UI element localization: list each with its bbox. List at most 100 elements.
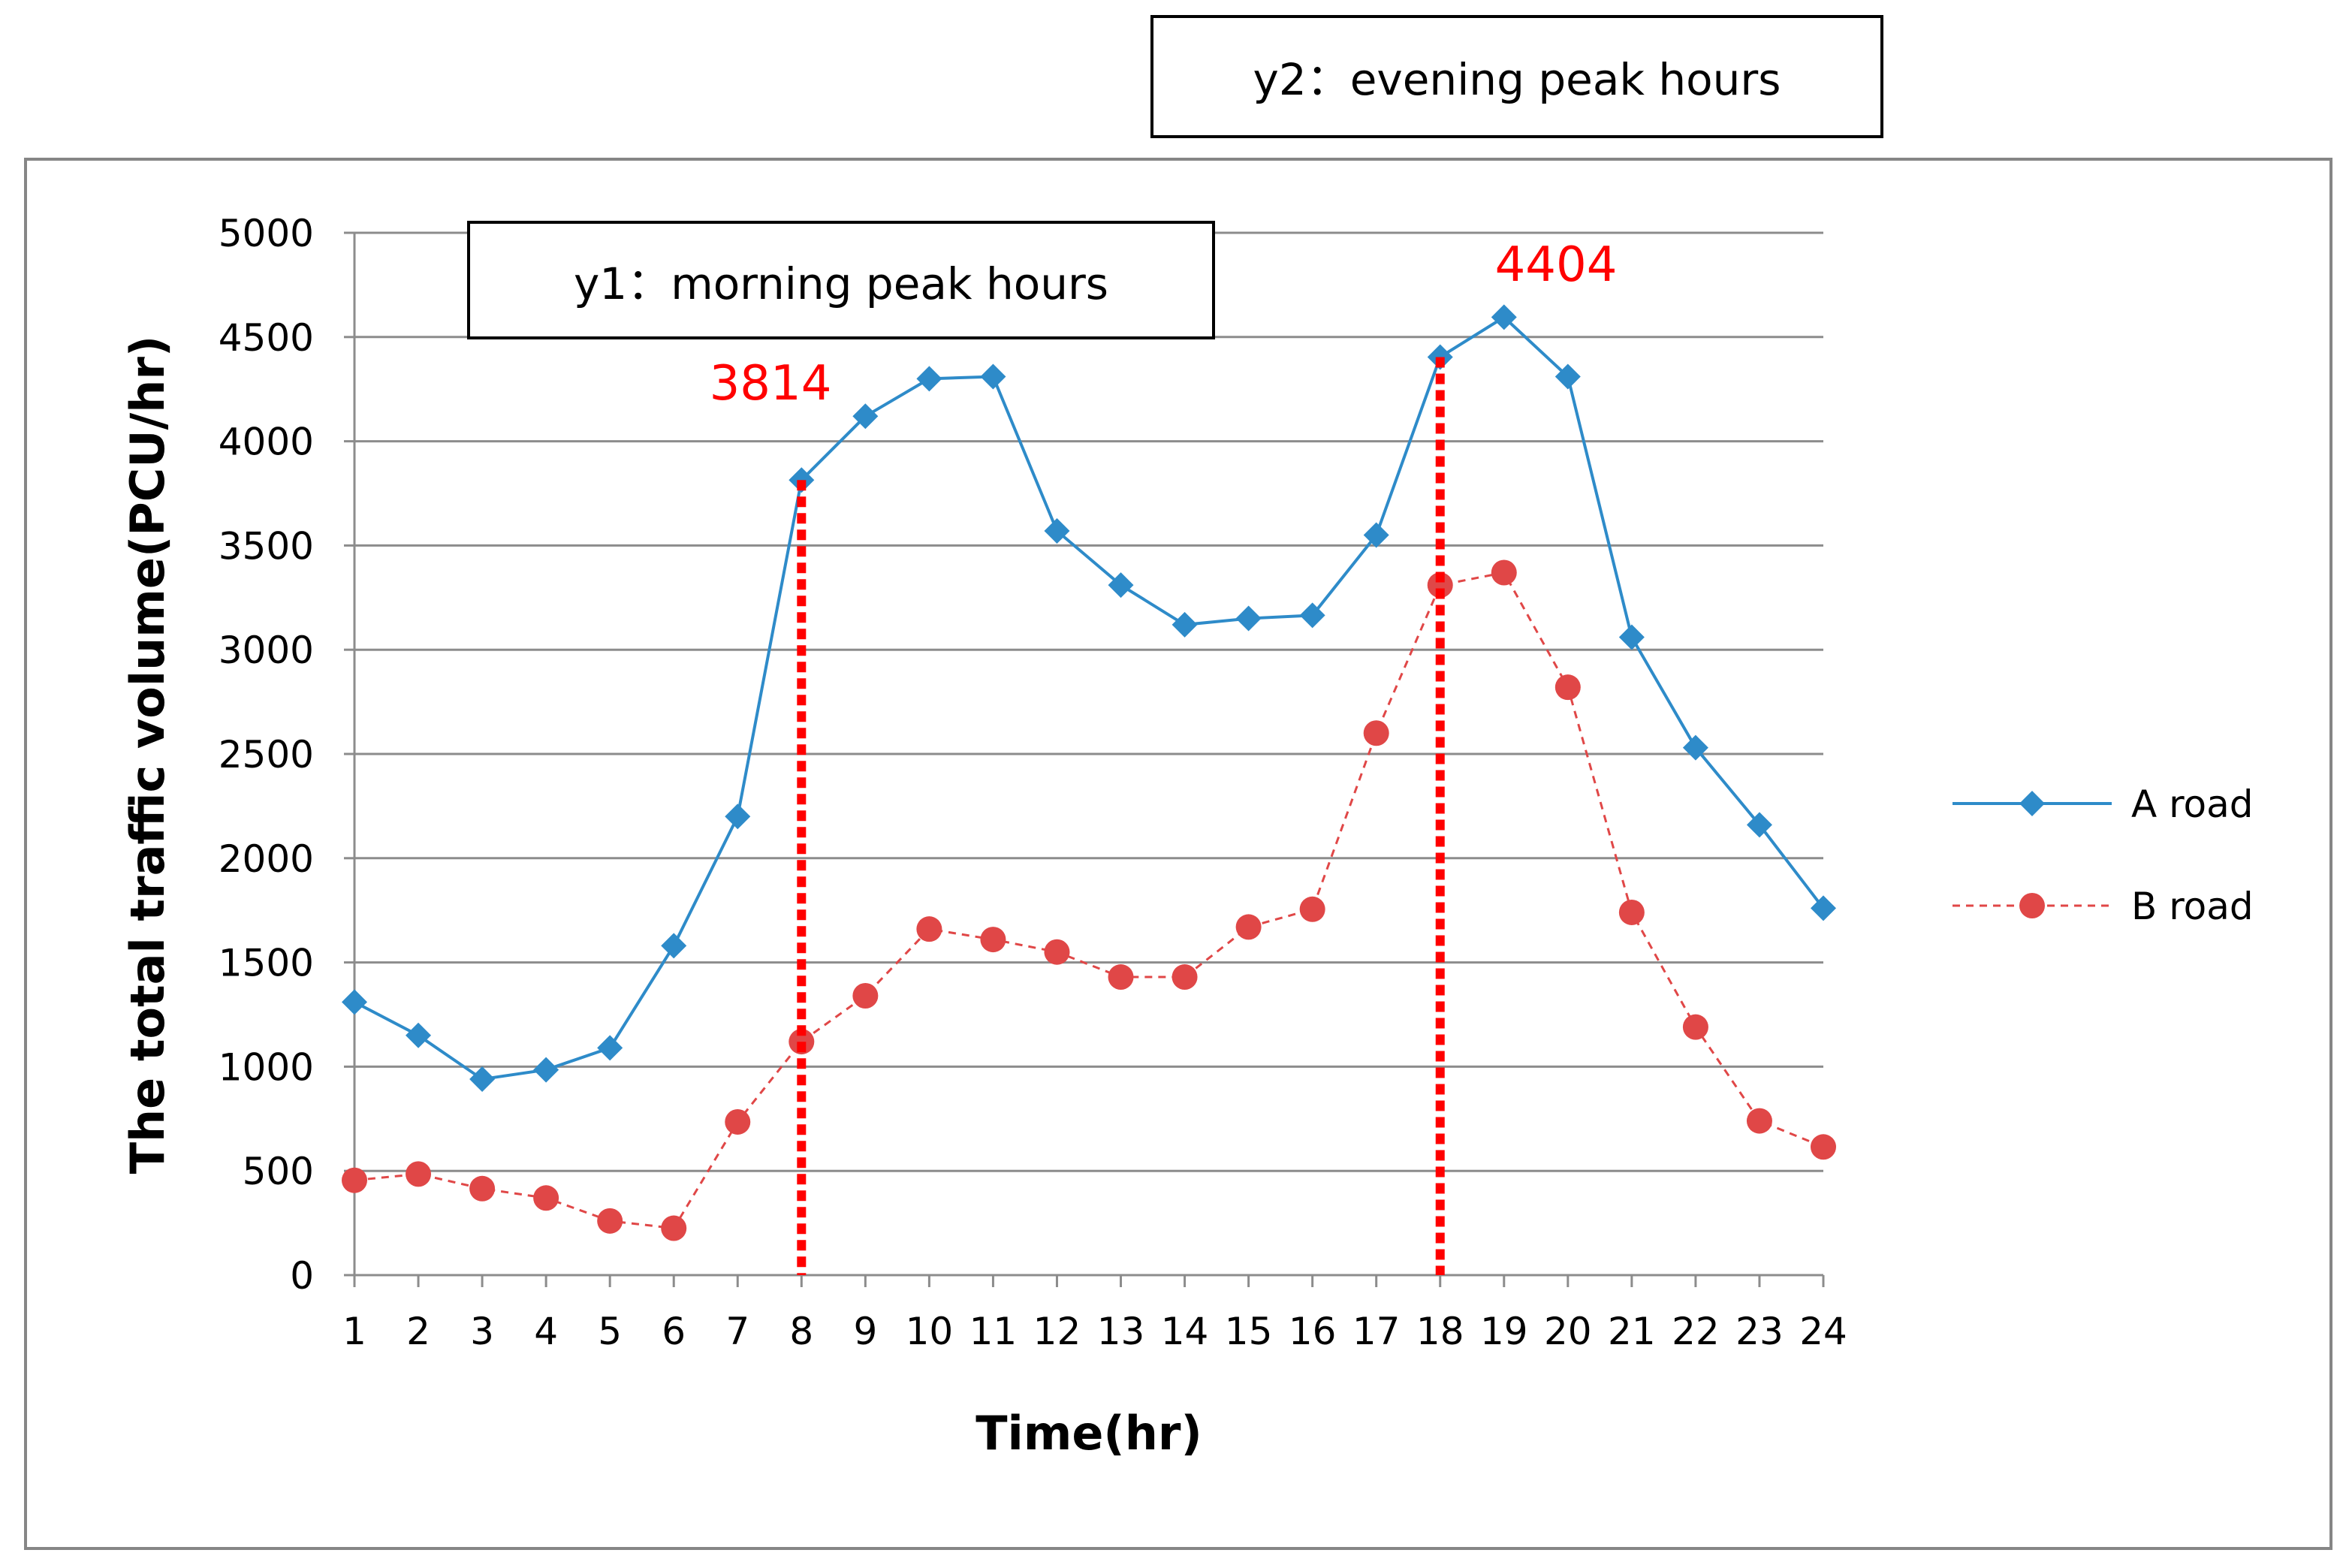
x-tick-label: 14 [1161, 1310, 1209, 1353]
data-point-b-road [597, 1208, 623, 1234]
y-tick-label: 1000 [219, 1045, 314, 1089]
x-tick-label: 12 [1033, 1310, 1081, 1353]
data-point-a-road [725, 804, 751, 830]
data-point-a-road [916, 366, 942, 392]
data-point-b-road [980, 927, 1006, 953]
x-tick-label: 20 [1544, 1310, 1592, 1353]
annotation-y2-text: y2：evening peak hours [1253, 54, 1781, 105]
data-point-b-road [469, 1175, 496, 1202]
x-tick-label: 7 [725, 1310, 749, 1353]
legend-marker-a-road [2019, 791, 2045, 816]
peak-value-label-y1: 3814 [710, 356, 832, 412]
x-tick-label: 10 [906, 1310, 954, 1353]
data-point-a-road [1618, 624, 1645, 650]
x-tick-label: 2 [406, 1310, 430, 1353]
annotation-box-y2-frame [1150, 15, 1883, 138]
data-point-a-road [980, 363, 1006, 390]
series-line-a-road [354, 315, 1825, 1081]
data-point-b-road [1044, 939, 1070, 965]
data-point-b-road [1811, 1134, 1836, 1160]
x-tick-label: 16 [1289, 1310, 1337, 1353]
data-point-b-road [852, 983, 879, 1009]
x-tick-label: 13 [1097, 1310, 1145, 1353]
axes [344, 231, 1825, 1287]
data-point-b-road [725, 1108, 751, 1135]
x-tick-label: 11 [969, 1310, 1018, 1353]
data-point-a-road [1491, 304, 1517, 330]
data-point-a-road [1299, 602, 1325, 629]
data-point-b-road [1491, 559, 1517, 586]
legend-marker-b-road [2019, 893, 2045, 918]
data-point-a-road [852, 403, 879, 430]
y-tick-label: 3000 [219, 629, 314, 672]
annotation-box-y2: y2：evening peak hours [1150, 15, 1883, 138]
x-tick-label: 22 [1672, 1310, 1720, 1353]
data-point-a-road [342, 989, 367, 1015]
data-point-a-road [1682, 734, 1708, 761]
y-tick-label: 0 [290, 1254, 314, 1298]
x-tick-label: 4 [534, 1310, 558, 1353]
annotation-y1-text: y1：morning peak hours [574, 258, 1108, 309]
data-point-a-road [533, 1057, 559, 1083]
legend-label-b-road: B road [2131, 885, 2254, 928]
data-point-b-road [1427, 572, 1453, 599]
data-point-b-road [1235, 914, 1262, 940]
data-point-a-road [1746, 812, 1772, 838]
legend-item-a-road: A road [1952, 782, 2254, 826]
x-tick-label: 9 [853, 1310, 877, 1353]
y-tick-label: 2500 [219, 733, 314, 776]
peak-lines [797, 357, 1445, 1275]
y-tick-label: 500 [243, 1150, 314, 1193]
data-point-b-road [1746, 1108, 1772, 1134]
y-tick-label: 2000 [219, 837, 314, 881]
x-tick-label: 18 [1416, 1310, 1464, 1353]
series-layer [342, 304, 1836, 1241]
data-point-a-road [1363, 522, 1389, 548]
y-tick-label: 4000 [219, 421, 314, 464]
legend-label-a-road: A road [2131, 782, 2254, 826]
x-tick-label: 3 [470, 1310, 494, 1353]
x-tick-label: 23 [1735, 1310, 1784, 1353]
data-point-b-road [1363, 720, 1389, 746]
x-tick-label: 6 [662, 1310, 686, 1353]
y-tick-label: 4500 [219, 316, 314, 360]
data-point-b-road [1299, 896, 1325, 922]
x-tick-label: 8 [789, 1310, 813, 1353]
x-tick-label: 24 [1799, 1310, 1847, 1353]
data-point-b-road [533, 1185, 559, 1211]
data-point-a-road [1811, 895, 1836, 921]
data-point-b-road [1554, 674, 1581, 701]
data-point-b-road [1618, 899, 1645, 925]
data-point-b-road [1108, 964, 1134, 991]
data-point-a-road [1554, 363, 1581, 390]
x-tick-label: 1 [342, 1310, 366, 1353]
data-point-a-road [1235, 605, 1262, 632]
x-axis-title: Time(hr) [975, 1406, 1202, 1461]
chart-frame [24, 158, 2332, 1550]
y-tick-label: 1500 [219, 942, 314, 985]
x-tick-label: 5 [598, 1310, 622, 1353]
annotation-box-y1-frame [467, 221, 1215, 339]
x-tick-label: 15 [1225, 1310, 1273, 1353]
data-point-a-road [469, 1066, 496, 1093]
y-tick-label: 5000 [219, 212, 314, 255]
data-point-b-road [789, 1029, 815, 1055]
x-tick-labels: 1 2 3 4 5 6 7 8 9 10 11 12 13 14 15 16 17 18 19 20 21 22 23 24 [342, 1310, 1847, 1353]
y-tick-labels: 0 500 1000 1500 2000 2500 3000 3500 4000 4500 5000 [219, 212, 314, 1298]
x-tick-label: 19 [1480, 1310, 1528, 1353]
y-axis-title: The total traffic volume(PCU/hr) [120, 336, 175, 1174]
peak-value-label-y2: 4404 [1495, 237, 1618, 293]
series-b-road [342, 559, 1836, 1241]
data-point-a-road [597, 1035, 623, 1061]
legend: A road B road [1952, 782, 2254, 928]
data-point-b-road [342, 1167, 367, 1193]
x-tick-label: 17 [1352, 1310, 1401, 1353]
annotation-box-y1: y1：morning peak hours [467, 221, 1215, 339]
data-point-b-road [916, 916, 942, 942]
data-point-b-road [406, 1161, 432, 1187]
legend-item-b-road: B road [1952, 885, 2254, 928]
data-point-b-road [1682, 1014, 1708, 1040]
data-point-a-road [1044, 517, 1070, 544]
y-tick-label: 3500 [219, 524, 314, 568]
